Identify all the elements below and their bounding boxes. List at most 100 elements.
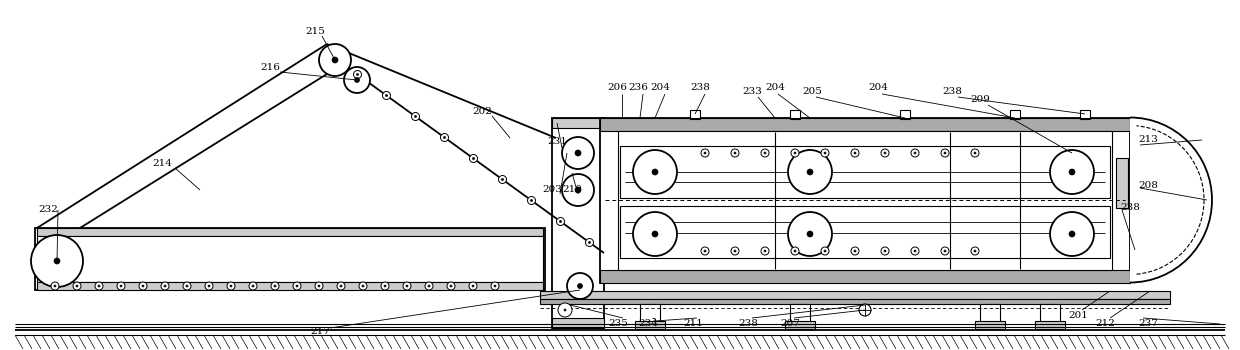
Wedge shape bbox=[1130, 118, 1211, 282]
Circle shape bbox=[405, 285, 408, 287]
Text: 209: 209 bbox=[970, 96, 990, 105]
Bar bbox=[600, 118, 1130, 131]
Circle shape bbox=[98, 285, 100, 287]
Circle shape bbox=[1050, 212, 1094, 256]
Text: 203: 203 bbox=[542, 186, 562, 195]
Circle shape bbox=[559, 220, 562, 223]
Circle shape bbox=[761, 149, 769, 157]
Circle shape bbox=[821, 149, 830, 157]
Circle shape bbox=[205, 282, 213, 290]
Circle shape bbox=[558, 303, 572, 317]
Circle shape bbox=[732, 149, 739, 157]
Circle shape bbox=[1069, 169, 1075, 175]
Circle shape bbox=[315, 282, 322, 290]
Circle shape bbox=[501, 178, 503, 181]
Circle shape bbox=[95, 282, 103, 290]
Circle shape bbox=[208, 285, 210, 287]
Text: 201: 201 bbox=[1068, 310, 1087, 320]
Circle shape bbox=[575, 187, 582, 193]
Circle shape bbox=[337, 282, 345, 290]
Bar bbox=[618, 131, 1112, 270]
Circle shape bbox=[652, 231, 658, 237]
Circle shape bbox=[353, 70, 362, 78]
Circle shape bbox=[791, 149, 799, 157]
Circle shape bbox=[632, 212, 677, 256]
Circle shape bbox=[973, 250, 976, 252]
Circle shape bbox=[446, 282, 455, 290]
Text: 216: 216 bbox=[260, 63, 280, 72]
Circle shape bbox=[31, 235, 83, 287]
Circle shape bbox=[764, 152, 766, 154]
Circle shape bbox=[787, 212, 832, 256]
Circle shape bbox=[585, 238, 594, 246]
Bar bbox=[1040, 304, 1060, 326]
Text: 234: 234 bbox=[639, 318, 658, 328]
Circle shape bbox=[794, 250, 796, 252]
Circle shape bbox=[355, 77, 360, 83]
Bar bbox=[620, 146, 1110, 198]
Circle shape bbox=[469, 282, 477, 290]
Circle shape bbox=[470, 154, 477, 162]
Circle shape bbox=[381, 282, 389, 290]
Text: 235: 235 bbox=[608, 318, 627, 328]
Circle shape bbox=[386, 94, 387, 97]
Circle shape bbox=[531, 199, 532, 202]
Circle shape bbox=[854, 152, 856, 154]
Circle shape bbox=[821, 247, 830, 255]
Bar bbox=[1035, 321, 1065, 329]
Circle shape bbox=[229, 285, 232, 287]
Bar bbox=[35, 228, 546, 290]
Text: 204: 204 bbox=[650, 84, 670, 92]
Circle shape bbox=[911, 149, 919, 157]
Bar bbox=[620, 206, 1110, 258]
Bar bbox=[37, 236, 543, 282]
Text: 206: 206 bbox=[608, 84, 627, 92]
Bar bbox=[689, 110, 701, 119]
Circle shape bbox=[319, 44, 351, 76]
Bar bbox=[15, 335, 1225, 349]
Circle shape bbox=[761, 247, 769, 255]
Text: 238: 238 bbox=[738, 318, 758, 328]
Circle shape bbox=[589, 241, 590, 244]
Text: 205: 205 bbox=[802, 88, 822, 97]
Circle shape bbox=[562, 174, 594, 206]
Text: 214: 214 bbox=[153, 159, 172, 168]
Circle shape bbox=[732, 247, 739, 255]
Bar bbox=[790, 110, 800, 119]
Circle shape bbox=[704, 250, 706, 252]
Circle shape bbox=[973, 152, 976, 154]
Circle shape bbox=[652, 169, 658, 175]
Circle shape bbox=[971, 149, 980, 157]
Bar bbox=[600, 118, 1130, 283]
Circle shape bbox=[498, 175, 506, 183]
Circle shape bbox=[914, 152, 916, 154]
Circle shape bbox=[701, 149, 709, 157]
Text: 207: 207 bbox=[780, 318, 800, 328]
Circle shape bbox=[562, 137, 594, 169]
Circle shape bbox=[472, 285, 474, 287]
Circle shape bbox=[764, 250, 766, 252]
Bar bbox=[552, 118, 604, 328]
Bar bbox=[900, 110, 910, 119]
Circle shape bbox=[494, 285, 496, 287]
Circle shape bbox=[143, 285, 144, 287]
Circle shape bbox=[1069, 231, 1075, 237]
Circle shape bbox=[884, 250, 887, 252]
Text: 232: 232 bbox=[38, 205, 58, 215]
Text: 238: 238 bbox=[942, 88, 962, 97]
Bar bbox=[790, 304, 810, 326]
Text: 231: 231 bbox=[547, 138, 567, 147]
Bar bbox=[37, 228, 543, 236]
Circle shape bbox=[51, 282, 60, 290]
Circle shape bbox=[825, 250, 826, 252]
Text: 208: 208 bbox=[1138, 181, 1158, 189]
Circle shape bbox=[944, 152, 946, 154]
Circle shape bbox=[941, 149, 949, 157]
Circle shape bbox=[807, 231, 813, 237]
Bar bbox=[600, 270, 1130, 283]
Circle shape bbox=[227, 282, 236, 290]
Text: 204: 204 bbox=[868, 84, 888, 92]
Circle shape bbox=[382, 91, 391, 99]
Circle shape bbox=[412, 112, 419, 120]
Text: 236: 236 bbox=[629, 84, 649, 92]
